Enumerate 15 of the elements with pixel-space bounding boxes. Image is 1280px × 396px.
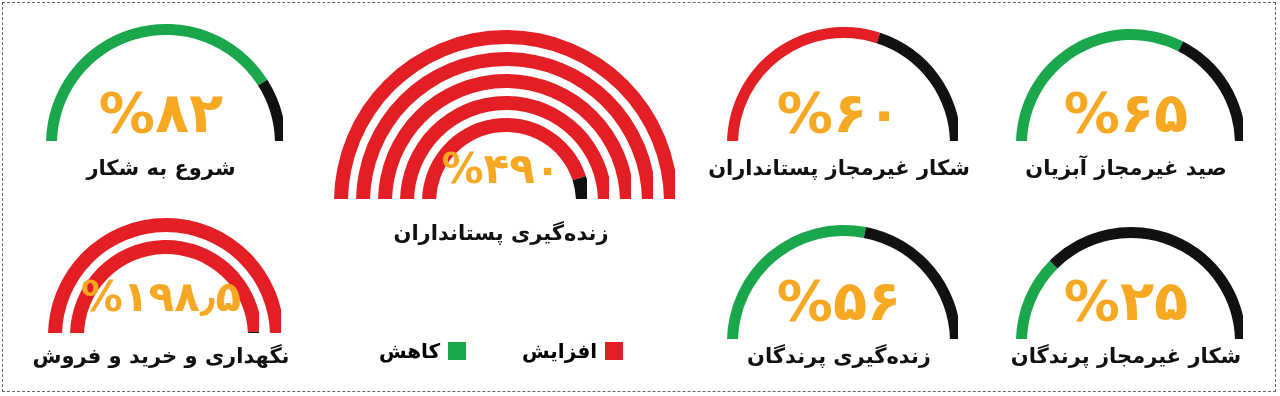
data-label: %۶۵ <box>1063 80 1189 145</box>
data-label: %۸۲ <box>98 80 224 145</box>
text: نگهداری و خرید و فروش <box>31 343 291 370</box>
legend-label: افزایش <box>522 339 598 363</box>
legend-label: کاهش <box>378 339 441 363</box>
text: زنده‌گیری پستانداران <box>392 220 610 247</box>
data-label: %۵۶ <box>776 268 902 333</box>
text: شکار غیرمجاز پستانداران <box>707 155 971 182</box>
data-label: %۴۹۰ <box>441 144 561 193</box>
text: شکار غیرمجاز پرندگان <box>1009 343 1243 370</box>
data-label: %۶۰ <box>776 80 902 145</box>
text: صید غیرمجاز آبزیان <box>1025 156 1227 180</box>
text: شروع به شکار <box>84 155 237 182</box>
text: زنده‌گیری پرندگان <box>746 343 932 370</box>
data-label: %۲۵ <box>1063 268 1189 333</box>
